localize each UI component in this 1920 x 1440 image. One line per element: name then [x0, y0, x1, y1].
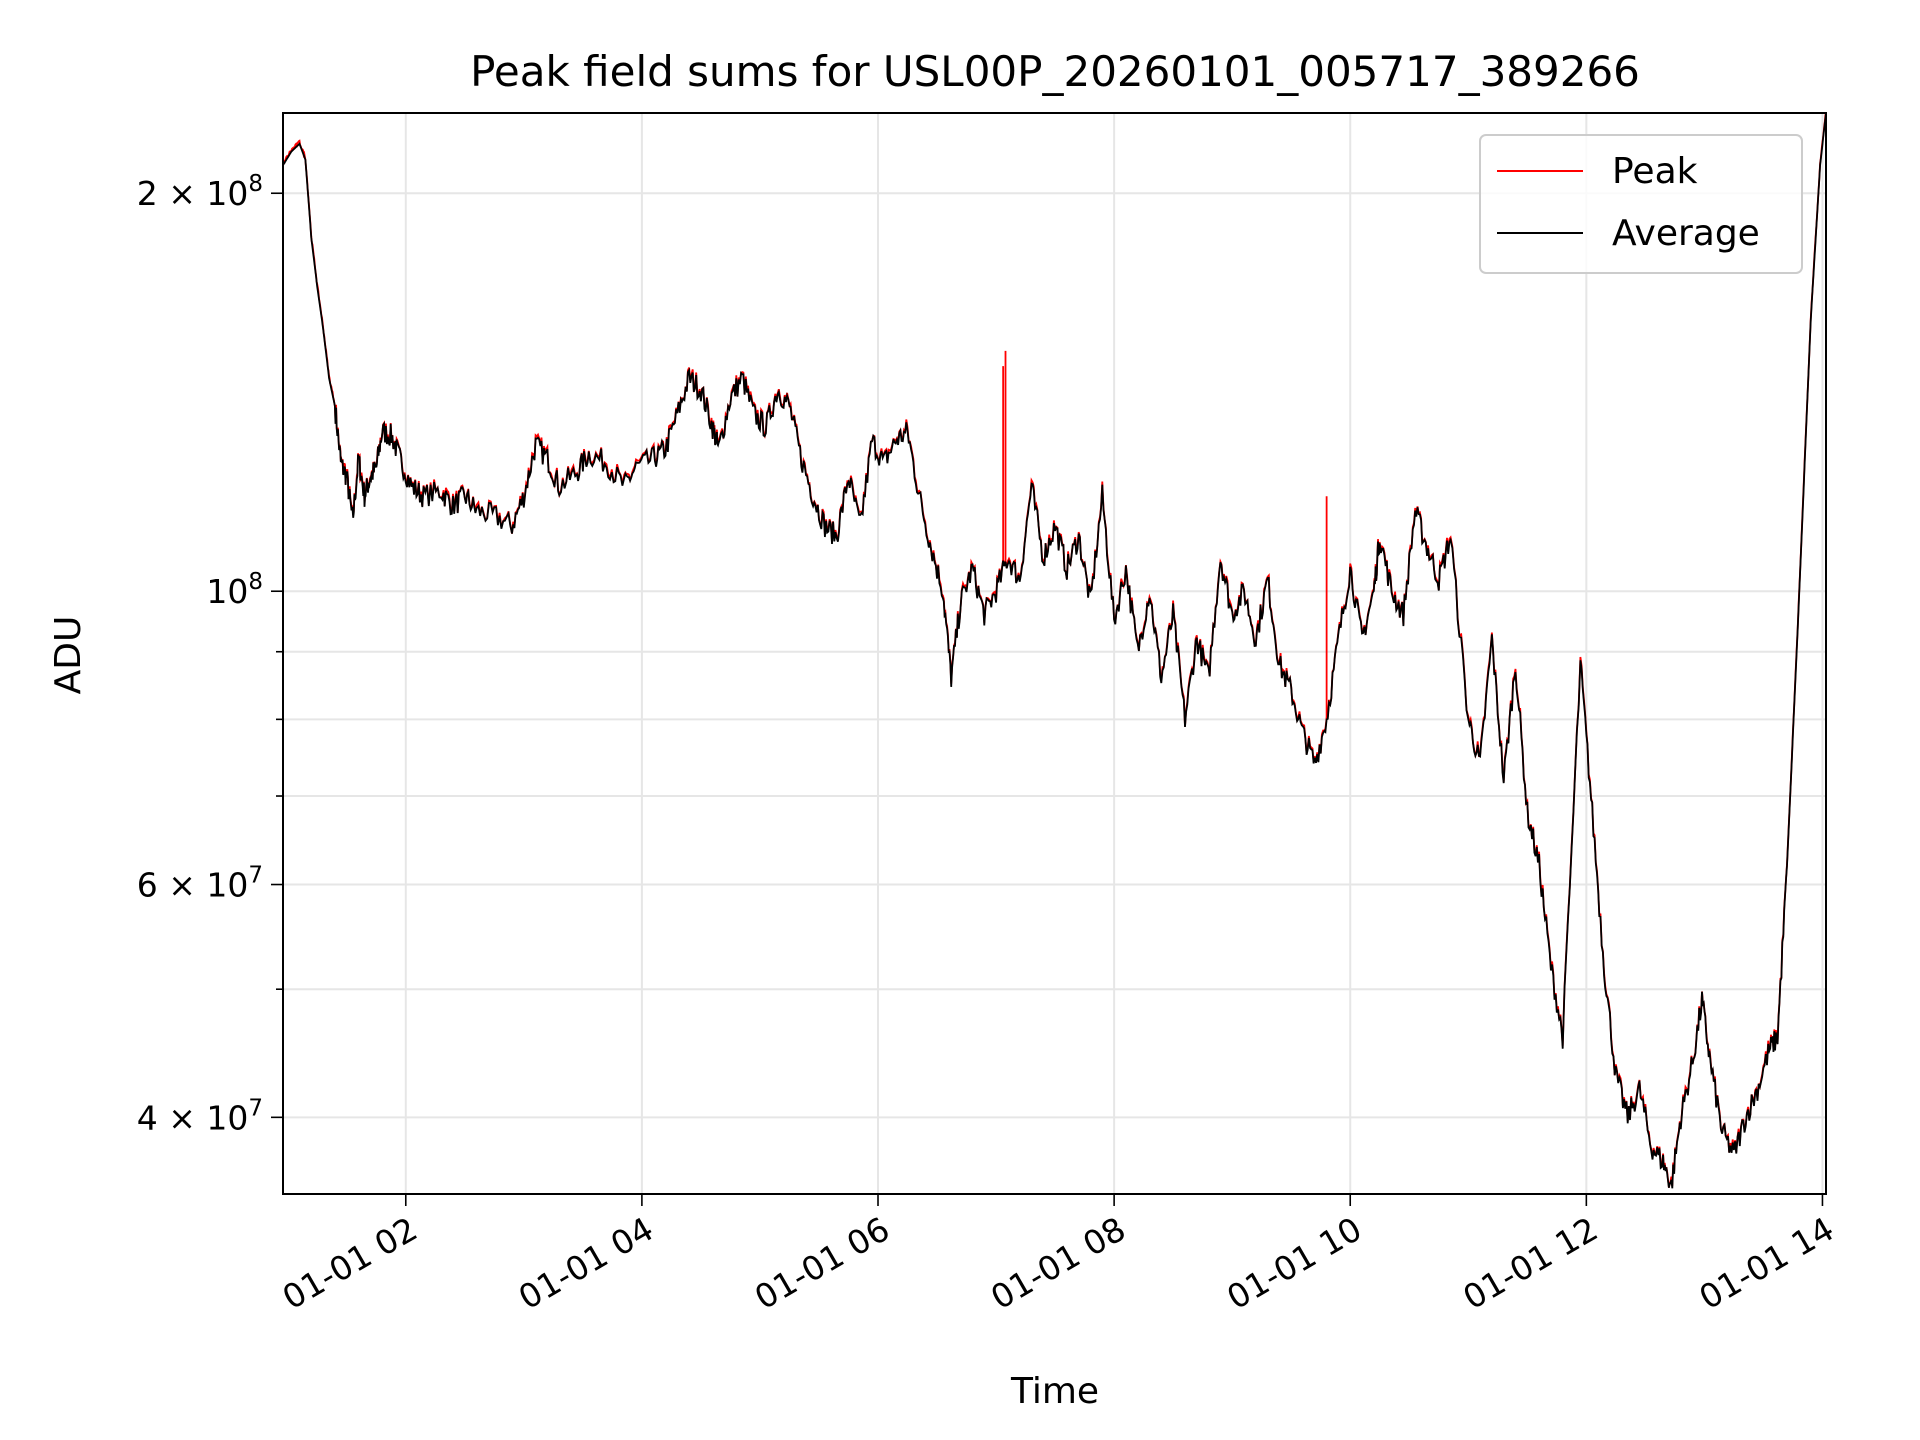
legend-label-peak: Peak [1612, 151, 1698, 192]
chart-title: Peak field sums for USL00P_20260101_0057… [470, 47, 1640, 96]
x-axis-label: Time [1010, 1371, 1099, 1412]
legend: Peak Average [1479, 134, 1803, 274]
data-layer [283, 113, 1826, 1189]
y-tick-label: 2 × 108 [137, 171, 263, 213]
y-tick-label: 4 × 107 [137, 1095, 263, 1137]
y-tick-label: 108 [206, 569, 263, 611]
y-axis-label: ADU [48, 616, 89, 695]
legend-label-average: Average [1612, 213, 1760, 254]
legend-box [1479, 134, 1803, 274]
y-tick-label: 6 × 107 [137, 863, 263, 905]
series-average-line [283, 113, 1826, 1189]
plot-frame [282, 112, 1827, 1195]
